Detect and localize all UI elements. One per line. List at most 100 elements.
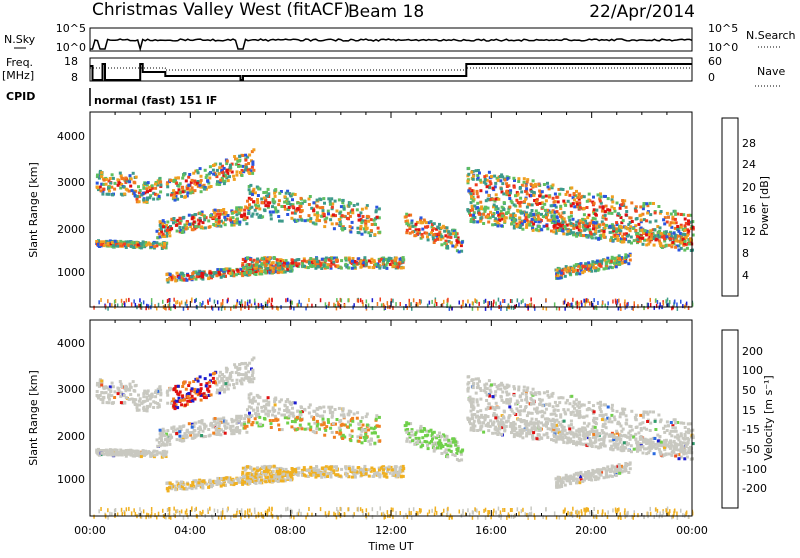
velocity-cell-897 <box>319 407 322 410</box>
velocity-cell-844 <box>338 427 341 430</box>
power-cell-2247 <box>506 185 509 188</box>
power-cell-2790 <box>688 243 691 246</box>
power-cell-2254 <box>499 179 502 182</box>
velocity-cell-532 <box>182 382 185 385</box>
power-cell-640 <box>358 219 361 222</box>
velocity-cell-463 <box>200 387 203 390</box>
velocity-cell-612 <box>356 411 359 414</box>
power-cell-469 <box>178 185 181 188</box>
power-cell-562 <box>219 179 222 182</box>
power-cell-814 <box>257 187 260 190</box>
velocity-cell-564 <box>216 377 219 380</box>
power-cell-1550 <box>272 261 275 264</box>
power-cell-2514 <box>633 239 636 242</box>
velocity-cell-875 <box>331 414 334 417</box>
velocity-cell-151 <box>148 405 151 408</box>
power-cell-838 <box>266 201 269 204</box>
power-speck-380 <box>263 306 265 310</box>
power-cell-1878 <box>447 230 450 233</box>
power-cell-1589 <box>278 262 281 265</box>
power-cell-1732 <box>123 243 126 246</box>
velocity-cell-363 <box>245 431 248 434</box>
power-cell-48 <box>111 193 114 196</box>
power-cell-1864 <box>410 222 413 225</box>
velocity-cell-48 <box>111 402 114 405</box>
power-cell-2965 <box>562 230 565 233</box>
power-cell-1558 <box>242 266 245 269</box>
power-cell-2764 <box>602 234 605 237</box>
power-speck-273 <box>299 300 301 304</box>
power-cell-571 <box>205 176 208 179</box>
power-cell-342 <box>227 214 230 217</box>
power-cell-2413 <box>475 169 478 172</box>
power-cell-869 <box>296 208 299 211</box>
velocity-cell-573 <box>238 363 241 366</box>
power-cell-2385 <box>608 209 611 212</box>
power-cell-2364 <box>519 197 522 200</box>
power-cell-1517 <box>399 258 402 261</box>
power-cell-2391 <box>538 202 541 205</box>
velocity-cell-235 <box>159 429 162 432</box>
power-cell-2354 <box>476 190 479 193</box>
power-cell-2368 <box>579 196 582 199</box>
power-cell-2435 <box>532 194 535 197</box>
velocity-cell-885 <box>315 427 318 430</box>
power-cell-793 <box>309 195 312 198</box>
power-cell-420 <box>235 174 238 177</box>
velocity-cell-605 <box>323 410 326 413</box>
velocity-cell-514 <box>174 407 177 410</box>
power-cell-2298 <box>562 200 565 203</box>
velocity-cell-1193 <box>197 481 200 484</box>
power-cell-2971 <box>674 246 677 249</box>
power-speck-318 <box>668 303 670 307</box>
power-cell-2400 <box>620 203 623 206</box>
power-cell-1191 <box>264 271 267 274</box>
power-cell-859 <box>264 209 267 212</box>
power-speck-349 <box>511 299 513 303</box>
power-cell-2905 <box>487 207 490 210</box>
power-cell-1198 <box>191 272 194 275</box>
power-cell-751 <box>299 202 302 205</box>
velocity-cell-1177 <box>190 484 193 487</box>
power-speck-260 <box>131 302 133 306</box>
power-cell-581 <box>203 188 206 191</box>
velocity-cell-349 <box>236 426 239 429</box>
velocity-cell-671 <box>256 406 259 409</box>
power-cell-1747 <box>152 242 155 245</box>
power-cell-1480 <box>394 262 397 265</box>
power-speck-224 <box>325 302 327 306</box>
power-cell-849 <box>321 206 324 209</box>
power-cell-1845 <box>411 225 414 228</box>
power-cell-593 <box>306 219 309 222</box>
power-cell-1515 <box>313 260 316 263</box>
power-cell-2792 <box>525 226 528 229</box>
velocity-cell-614 <box>323 434 326 437</box>
power-cell-268 <box>162 233 165 236</box>
power-cell-84 <box>102 188 105 191</box>
power-cell-788 <box>349 202 352 205</box>
power-cell-559 <box>251 172 254 175</box>
nsearch-tick-low: 10^0 <box>708 41 738 54</box>
power-cell-60 <box>129 185 132 188</box>
velocity-cell-850 <box>312 410 315 413</box>
velocity-cell-267 <box>182 439 185 442</box>
power-cell-2353 <box>619 207 622 210</box>
power-cell-3153 <box>557 274 560 277</box>
velocity-cell-254 <box>194 433 197 436</box>
power-cell-2409 <box>597 193 600 196</box>
power-cell-3142 <box>624 253 627 256</box>
velocity-cell-126 <box>137 394 140 397</box>
power-cell-2852 <box>473 221 476 224</box>
power-speck-102 <box>320 298 322 302</box>
power-cell-2360 <box>545 195 548 198</box>
power-cell-2961 <box>587 234 590 237</box>
power-cell-833 <box>256 201 259 204</box>
power-cell-482 <box>175 182 178 185</box>
power-cell-2313 <box>488 171 491 174</box>
power-ytick-3000: 3000 <box>57 176 85 189</box>
velocity-cell-478 <box>228 383 231 386</box>
power-cell-261 <box>162 225 165 228</box>
power-cell-3130 <box>571 267 574 270</box>
velocity-cell-144 <box>142 395 145 398</box>
power-cell-1739 <box>162 246 165 249</box>
